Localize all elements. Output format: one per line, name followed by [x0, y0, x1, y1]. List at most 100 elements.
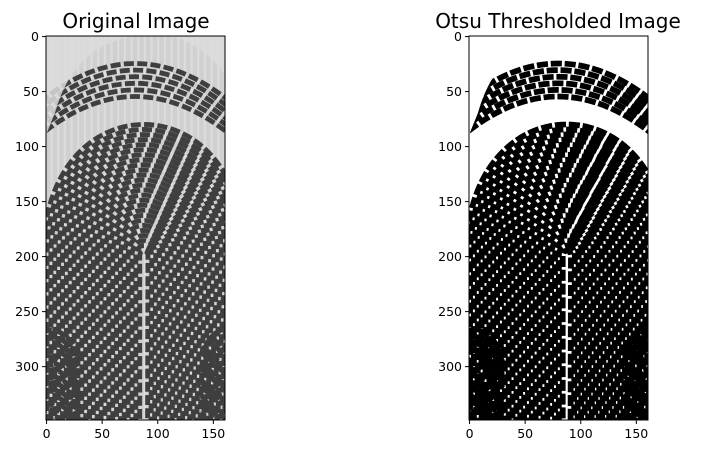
otsu-image-title: Otsu Thresholded Image	[435, 9, 681, 33]
ridge-line	[622, 346, 648, 374]
ridge-line	[505, 177, 628, 420]
ridge-line	[137, 248, 151, 420]
ridge-line	[46, 360, 82, 390]
y-tick-label: 50	[446, 84, 462, 99]
ridge-line	[469, 340, 505, 370]
ridge-line	[199, 327, 225, 354]
ridge-line	[46, 374, 82, 403]
ridge-line	[83, 177, 205, 420]
ridge-line	[199, 347, 225, 374]
ridge-line	[521, 197, 613, 420]
ridge-line	[46, 127, 225, 420]
ridge-line	[622, 392, 648, 420]
ridge-line	[46, 327, 82, 357]
ridge-line	[210, 413, 225, 420]
ridge-line	[46, 122, 225, 249]
ridge-line	[48, 132, 225, 420]
ridge-line	[622, 353, 648, 381]
ridge-line	[469, 347, 505, 377]
ridge-line	[98, 197, 190, 420]
ridge-line	[540, 222, 594, 420]
ridge-line	[52, 137, 225, 420]
ridge-line	[622, 373, 648, 401]
ridge-line	[46, 400, 78, 420]
ridge-line	[469, 373, 505, 403]
ridge-line	[199, 353, 225, 381]
y-tick-label: 100	[15, 139, 39, 154]
ridge-line	[46, 387, 82, 416]
ridge-line	[622, 326, 648, 355]
ridge-line	[79, 172, 209, 420]
ridge-line	[199, 373, 225, 401]
ridge-line	[56, 142, 225, 420]
ridge-line	[205, 406, 225, 420]
otsu-fingerprint-image	[469, 36, 648, 420]
ridge-line	[106, 207, 182, 420]
ridge-line	[536, 217, 598, 420]
otsu-axes: 0 50 100 150 0 50 100 150 200 250 300	[438, 29, 648, 441]
x-tick-label: 150	[201, 426, 225, 441]
ridge-line	[552, 237, 582, 420]
ridge-line	[117, 223, 170, 420]
ridge-line	[471, 131, 648, 420]
ridge-line	[622, 379, 648, 407]
x-tick-label: 150	[624, 426, 648, 441]
ridge-line	[501, 172, 632, 420]
x-tick-label: 50	[517, 426, 533, 441]
ridge-line	[544, 227, 590, 420]
y-tick-label: 200	[438, 249, 462, 264]
ridge-line	[46, 94, 225, 134]
ridge-line	[628, 406, 648, 420]
ridge-line	[469, 380, 505, 410]
ridge-line	[482, 146, 648, 420]
ridge-line	[46, 347, 82, 377]
ridge-line	[71, 162, 217, 420]
ridge-line	[478, 141, 648, 420]
ridge-line	[486, 152, 648, 420]
x-tick-label: 0	[43, 426, 51, 441]
ridge-line	[513, 187, 621, 420]
otsu-axes-frame	[468, 35, 649, 421]
ridge-line	[46, 393, 82, 420]
original-axes-frame	[45, 35, 226, 421]
ridge-line	[87, 182, 201, 420]
y-tick-label: 150	[15, 194, 39, 209]
y-tick-label: 100	[438, 139, 462, 154]
ridge-line	[555, 242, 578, 420]
ridge-line	[469, 73, 648, 115]
ridge-line	[46, 87, 225, 128]
x-tick-label: 100	[146, 426, 170, 441]
ridge-line	[46, 354, 82, 383]
otsu-panel: Otsu Thresholded Image 0 50 100 150 0 50 100 15…	[435, 9, 681, 441]
x-tick-label: 100	[569, 426, 593, 441]
ridge-line	[114, 218, 174, 420]
ridge-line	[46, 367, 82, 396]
ridge-line	[469, 87, 648, 128]
ridge-line	[90, 187, 197, 420]
y-tick-label: 0	[454, 29, 462, 44]
ridge-line	[532, 212, 601, 420]
ridge-line	[67, 157, 220, 420]
original-fingerprint-image	[46, 36, 225, 420]
y-tick-label: 250	[15, 304, 39, 319]
ridge-line	[46, 334, 82, 363]
ridge-line	[528, 207, 605, 420]
original-image-title: Original Image	[62, 9, 209, 33]
ridge-line	[622, 333, 648, 361]
y-tick-label: 0	[31, 29, 39, 44]
ridge-line	[469, 386, 505, 416]
x-tick-label: 50	[94, 426, 110, 441]
ridge-line	[509, 182, 625, 420]
background-mask	[469, 36, 648, 136]
ridge-line	[46, 80, 225, 121]
ridge-line	[46, 74, 225, 115]
ridge-line	[46, 67, 225, 108]
ridge-line	[494, 161, 640, 420]
ridge-line	[469, 327, 505, 357]
original-axes: 0 50 100 150 0 50 100 150 200 250 300	[15, 29, 225, 441]
ridge-line	[60, 147, 225, 420]
ridge-line	[469, 121, 648, 420]
ridge-line	[469, 67, 648, 109]
ridge-line	[548, 232, 586, 420]
y-tick-label: 300	[438, 359, 462, 374]
